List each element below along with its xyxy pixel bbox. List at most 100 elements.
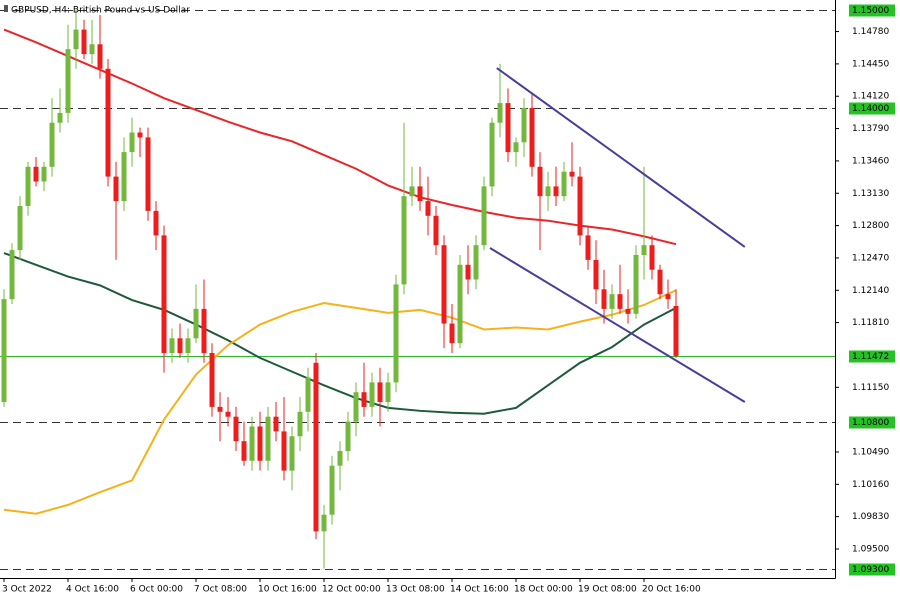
- candle-body: [449, 323, 455, 344]
- candle-body: [225, 411, 231, 417]
- candle-body: [393, 284, 399, 383]
- x-tick-label: 14 Oct 16:00: [450, 585, 509, 595]
- candle-body: [489, 122, 495, 187]
- candle-body: [665, 294, 671, 300]
- candle-body: [569, 171, 575, 177]
- chart-title: GBPUSD, H4: British Pound vs US Dollar: [11, 6, 190, 16]
- candle-body: [209, 352, 215, 407]
- candle-body: [369, 382, 375, 407]
- y-tick-label: 1.11810: [852, 318, 889, 328]
- candle-body: [433, 215, 439, 246]
- candle-body: [313, 362, 319, 532]
- candle-body: [145, 137, 151, 211]
- candle-body: [169, 338, 175, 353]
- y-tick-label: 1.13460: [852, 156, 889, 166]
- candle-body: [57, 112, 63, 123]
- candle-body: [673, 305, 679, 356]
- level-label-box: [849, 563, 895, 576]
- candle-body: [113, 176, 119, 202]
- moving-average: [3, 252, 677, 415]
- candle-body: [321, 514, 327, 532]
- candle-body: [329, 465, 335, 515]
- candle-body: [185, 338, 191, 353]
- candle-body: [441, 245, 447, 324]
- candle-body: [417, 186, 423, 202]
- candle-body: [529, 107, 535, 167]
- candle-body: [177, 338, 183, 353]
- candle-body: [129, 132, 135, 153]
- y-tick-label: 1.12140: [852, 286, 889, 296]
- candle-body: [73, 29, 79, 50]
- x-tick-label: 7 Oct 08:00: [194, 585, 247, 595]
- y-tick-label: 1.10160: [852, 480, 889, 490]
- level-label: 1.09300: [852, 565, 889, 575]
- candle-body: [337, 450, 343, 466]
- candle-body: [521, 107, 527, 143]
- y-tick-label: 1.10490: [852, 447, 889, 457]
- candle-body: [265, 416, 271, 461]
- candle-body: [377, 382, 383, 402]
- candle-body: [401, 196, 407, 285]
- candle-body: [9, 250, 15, 300]
- candle-body: [601, 289, 607, 309]
- candle-body: [33, 166, 39, 182]
- candle-body: [1, 299, 7, 402]
- x-tick-label: 20 Oct 16:00: [642, 585, 701, 595]
- candle-body: [465, 264, 471, 280]
- candle-body: [385, 382, 391, 402]
- trend-line: [496, 67, 746, 248]
- candle-body: [25, 166, 31, 206]
- candle-body: [561, 171, 567, 197]
- candle-body: [609, 294, 615, 309]
- plot-area: [0, 9, 835, 570]
- candle-body: [505, 103, 511, 153]
- x-tick-label: 19 Oct 08:00: [578, 585, 637, 595]
- x-tick-label: 10 Oct 16:00: [258, 585, 317, 595]
- y-tick-label: 1.13790: [852, 124, 889, 134]
- level-label-box: [849, 350, 895, 363]
- candle-body: [497, 103, 503, 123]
- candle-body: [577, 176, 583, 236]
- y-tick-label: 1.09500: [852, 544, 889, 554]
- candle-body: [617, 294, 623, 309]
- candle-body: [289, 436, 295, 471]
- candle-body: [17, 205, 23, 251]
- candle-body: [241, 441, 247, 461]
- y-tick-label: 1.12470: [852, 253, 889, 263]
- candle-body: [633, 254, 639, 314]
- x-tick-label: 4 Oct 16:00: [66, 585, 119, 595]
- y-tick-label: 1.14120: [852, 92, 889, 102]
- y-tick-label: 1.13130: [852, 189, 889, 199]
- candle-body: [273, 416, 279, 432]
- candle-body: [361, 392, 367, 407]
- y-tick-label: 1.11150: [852, 383, 889, 393]
- candle-body: [97, 44, 103, 69]
- y-tick-label: 1.14450: [852, 59, 889, 69]
- candle-body: [105, 68, 111, 177]
- x-tick-label: 13 Oct 08:00: [386, 585, 445, 595]
- candle-body: [281, 431, 287, 471]
- candle-body: [537, 166, 543, 197]
- candle-body: [585, 235, 591, 260]
- candle-body: [353, 392, 359, 422]
- level-label-box: [849, 416, 895, 429]
- y-tick-label: 1.12800: [852, 221, 889, 231]
- candle-body: [481, 186, 487, 246]
- candle-body: [41, 166, 47, 182]
- candle-body: [201, 308, 207, 353]
- candle-body: [193, 308, 199, 339]
- y-tick-label: 1.14780: [852, 27, 889, 37]
- moving-average: [3, 289, 677, 515]
- candle-body: [593, 259, 599, 290]
- candle-body: [305, 377, 311, 412]
- x-tick-label: 6 Oct 00:00: [130, 585, 183, 595]
- candle-body: [137, 132, 143, 138]
- candle-body: [65, 49, 71, 113]
- level-label: 1.14000: [852, 104, 889, 114]
- candle-body: [49, 122, 55, 167]
- candle-body: [345, 421, 351, 451]
- candle-body: [425, 201, 431, 216]
